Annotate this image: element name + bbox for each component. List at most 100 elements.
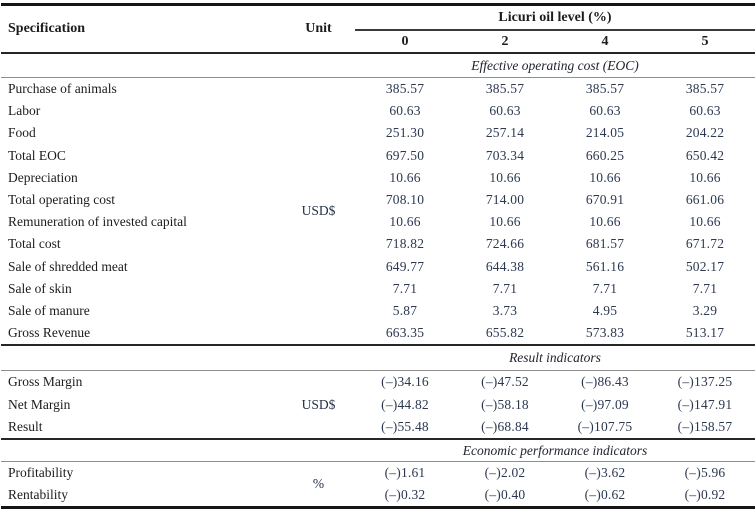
cell-value: (–)3.62 <box>584 464 626 480</box>
row-values: 10.66 10.66 10.66 10.66 <box>355 170 755 186</box>
table-row: Sale of manure 5.87 3.73 4.95 3.29 <box>1 300 755 322</box>
divider <box>1 77 755 78</box>
section-title-row: Result indicators <box>1 346 755 370</box>
row-values: 718.82 724.66 681.57 671.72 <box>355 236 755 252</box>
cell-value: 663.35 <box>385 325 425 341</box>
row-label: Food <box>8 125 36 141</box>
cell-value: 10.66 <box>489 169 521 185</box>
cell-value: 10.66 <box>589 214 621 230</box>
cell-value: 703.34 <box>485 147 525 163</box>
row-values: (–)55.48 (–)68.84 (–)107.75 (–)158.57 <box>355 419 755 435</box>
cell-value: 681.57 <box>585 236 625 252</box>
cell-value: 60.63 <box>689 103 721 119</box>
row-label: Sale of shredded meat <box>8 258 128 274</box>
row-label: Remuneration of invested capital <box>8 214 187 230</box>
cell-value: (–)58.18 <box>481 396 529 412</box>
level-column-header: 4 <box>601 34 609 49</box>
cell-value: 671.72 <box>685 236 725 252</box>
cell-value: 649.77 <box>385 258 425 274</box>
cell-value: (–)34.16 <box>381 374 429 390</box>
cell-value: 10.66 <box>389 169 421 185</box>
cell-value: 10.66 <box>589 169 621 185</box>
table-row: Purchase of animals 385.57 385.57 385.57… <box>1 78 755 100</box>
section-economic-performance: Economic performance indicators % Profit… <box>1 440 755 506</box>
cell-value: 257.14 <box>485 125 525 141</box>
column-header-unit: Unit <box>305 21 332 36</box>
table-row: Depreciation 10.66 10.66 10.66 10.66 <box>1 167 755 189</box>
cell-value: (–)158.57 <box>677 418 733 434</box>
cell-value: 3.29 <box>692 302 718 318</box>
cell-value: (–)2.02 <box>484 464 526 480</box>
level-column-header: 2 <box>501 34 509 49</box>
table-row: Sale of skin 7.71 7.71 7.71 7.71 <box>1 278 755 300</box>
cell-value: 655.82 <box>485 325 525 341</box>
cell-value: 7.71 <box>592 280 618 296</box>
cell-value: 3.73 <box>492 302 518 318</box>
cell-value: 385.57 <box>485 81 525 97</box>
row-label: Result <box>8 418 43 434</box>
row-label: Purchase of animals <box>8 81 117 97</box>
cell-value: 650.42 <box>685 147 725 163</box>
cell-value: (–)147.91 <box>677 396 733 412</box>
cell-value: 385.57 <box>685 81 725 97</box>
table-row: Total operating cost 708.10 714.00 670.9… <box>1 189 755 211</box>
row-label: Net Margin <box>8 396 71 412</box>
unit-label: USD$ <box>301 396 336 412</box>
table-row: Sale of shredded meat 649.77 644.38 561.… <box>1 256 755 278</box>
cell-value: 385.57 <box>385 81 425 97</box>
section-rows-wrap: % Profitability (–)1.61 (–)2.02 (–)3.62 … <box>1 462 755 506</box>
cell-value: (–)55.48 <box>381 418 429 434</box>
row-values: 251.30 257.14 214.05 204.22 <box>355 125 755 141</box>
cell-value: 5.87 <box>392 302 418 318</box>
table-row: Food 251.30 257.14 214.05 204.22 <box>1 122 755 144</box>
table-row: Gross Revenue 663.35 655.82 573.83 513.1… <box>1 322 755 344</box>
column-group-header: Licuri oil level (%) <box>355 6 755 31</box>
cell-value: (–)0.32 <box>384 487 426 503</box>
cell-value: 251.30 <box>385 125 425 141</box>
divider <box>1 460 755 462</box>
cell-value: 4.95 <box>592 302 618 318</box>
section-title: Result indicators <box>509 350 601 366</box>
cell-value: 660.25 <box>585 147 625 163</box>
section-title: Economic performance indicators <box>462 442 648 458</box>
cell-value: 661.06 <box>685 192 725 208</box>
divider-section <box>1 344 755 347</box>
row-label: Sale of manure <box>8 302 90 318</box>
level-headers: 0 2 4 5 <box>355 31 755 52</box>
table-row: Total EOC 697.50 703.34 660.25 650.42 <box>1 145 755 167</box>
section-title-row: Economic performance indicators <box>1 440 755 461</box>
section-eoc: Effective operating cost (EOC) USD$ Purc… <box>1 54 755 344</box>
cell-value: 708.10 <box>385 192 425 208</box>
cell-value: 214.05 <box>585 125 625 141</box>
cell-value: (–)0.92 <box>684 487 726 503</box>
cell-value: 724.66 <box>485 236 525 252</box>
cell-value: 697.50 <box>385 147 425 163</box>
table-row: Rentability (–)0.32 (–)0.40 (–)0.62 (–)0… <box>1 484 755 506</box>
cell-value: (–)0.62 <box>584 487 626 503</box>
divider-top <box>1 3 755 6</box>
row-label: Rentability <box>8 487 68 503</box>
cell-value: 60.63 <box>389 103 421 119</box>
row-values: 708.10 714.00 670.91 661.06 <box>355 192 755 208</box>
cell-value: 513.17 <box>685 325 725 341</box>
cell-value: 60.63 <box>489 103 521 119</box>
cell-value: (–)5.96 <box>684 464 726 480</box>
column-group-area: Licuri oil level (%) 0 2 4 5 <box>355 6 755 52</box>
cell-value: (–)47.52 <box>481 374 529 390</box>
cell-value: 644.38 <box>485 258 525 274</box>
level-column-header: 5 <box>701 34 709 49</box>
row-label: Sale of skin <box>8 280 72 296</box>
cell-value: 573.83 <box>585 325 625 341</box>
section-rows: Gross Margin (–)34.16 (–)47.52 (–)86.43 … <box>1 371 755 438</box>
cell-value: 670.91 <box>585 192 625 208</box>
row-values: 697.50 703.34 660.25 650.42 <box>355 148 755 164</box>
table-row: Total cost 718.82 724.66 681.57 671.72 <box>1 233 755 255</box>
table-header: Specification Unit Licuri oil level (%) … <box>1 6 755 52</box>
section-rows: Profitability (–)1.61 (–)2.02 (–)3.62 (–… <box>1 462 755 506</box>
section-title-row: Effective operating cost (EOC) <box>1 54 755 77</box>
row-label: Total EOC <box>8 147 66 163</box>
row-values: (–)0.32 (–)0.40 (–)0.62 (–)0.92 <box>355 487 755 503</box>
cell-value: 204.22 <box>685 125 725 141</box>
section-result-indicators: Result indicators USD$ Gross Margin (–)3… <box>1 346 755 438</box>
table-row: Remuneration of invested capital 10.66 1… <box>1 211 755 233</box>
